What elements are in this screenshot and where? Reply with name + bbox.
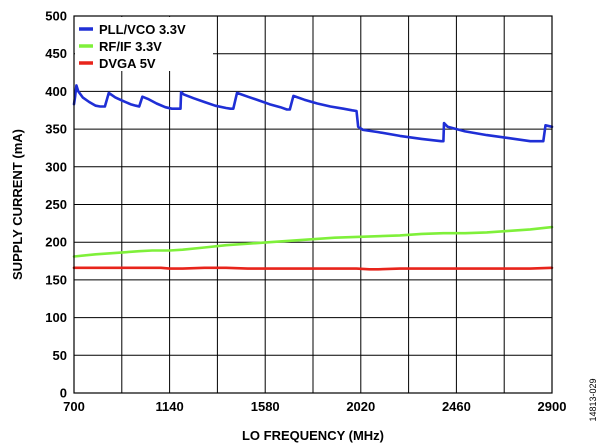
series-line-2: [72, 266, 554, 271]
tick-labels: 0 50 100 150 200 250 300 350 400 450 500 700 1140 158…: [45, 9, 566, 415]
y-tick-label: 450: [45, 46, 67, 61]
grid-lines: [74, 16, 552, 393]
legend-label: DVGA 5V: [99, 56, 156, 71]
y-tick-label: 200: [45, 235, 67, 250]
figure-id: 14813-029: [588, 378, 598, 421]
data-series: [72, 84, 554, 271]
x-tick-label: 2460: [442, 399, 471, 414]
x-tick-label: 1580: [251, 399, 280, 414]
legend-label: PLL/VCO 3.3V: [99, 22, 186, 37]
y-tick-label: 350: [45, 122, 67, 137]
y-tick-label: 150: [45, 272, 67, 287]
y-tick-label: 50: [53, 348, 67, 363]
plot-frame: [73, 15, 553, 394]
y-tick-label: 400: [45, 84, 67, 99]
x-tick-label: 700: [63, 399, 85, 414]
x-tick-label: 2020: [346, 399, 375, 414]
legend-label: RF/IF 3.3V: [99, 39, 162, 54]
series-line-0: [72, 84, 554, 143]
legend: PLL/VCO 3.3V RF/IF 3.3V DVGA 5V: [75, 17, 213, 71]
series-line-1: [72, 225, 554, 258]
y-axis-label: SUPPLY CURRENT (mA): [10, 129, 25, 280]
y-tick-label: 500: [45, 9, 67, 24]
y-tick-label: 300: [45, 159, 67, 174]
x-tick-label: 1140: [155, 399, 183, 414]
x-axis-label: LO FREQUENCY (MHz): [242, 428, 384, 443]
y-tick-label: 100: [45, 310, 67, 325]
x-tick-label: 2900: [538, 399, 567, 414]
legend-background: [75, 17, 213, 71]
y-tick-label: 0: [60, 386, 67, 401]
y-tick-label: 250: [45, 197, 67, 212]
